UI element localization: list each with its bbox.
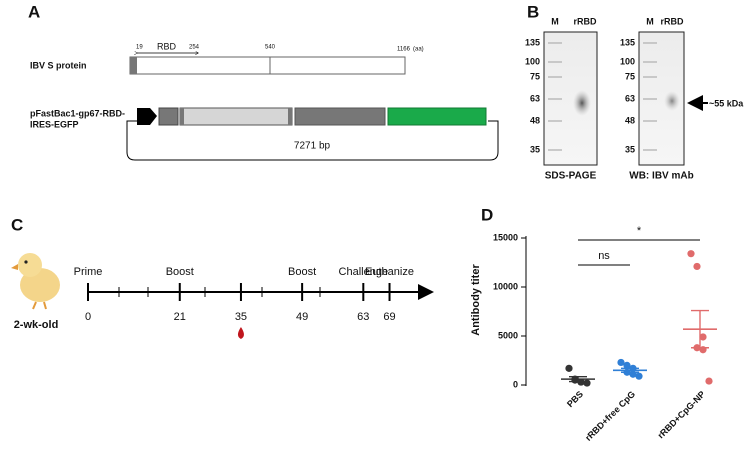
significance-label: * bbox=[637, 225, 642, 237]
gp67-segment bbox=[158, 107, 179, 126]
day-label: 35 bbox=[235, 311, 247, 323]
data-point bbox=[699, 333, 707, 341]
rbd-segment bbox=[179, 107, 293, 126]
marker-label: 48 bbox=[530, 115, 540, 125]
lane-label: rRBD bbox=[660, 16, 684, 26]
panel-label: C bbox=[11, 215, 23, 234]
data-point bbox=[617, 358, 625, 367]
data-point bbox=[583, 379, 591, 387]
plasmid-loop bbox=[126, 120, 499, 161]
vector-size: 7271 bp bbox=[294, 141, 331, 152]
marker-label: 63 bbox=[625, 93, 635, 103]
domain-name: RBD bbox=[157, 41, 177, 51]
data-point bbox=[635, 372, 643, 380]
marker-label: 48 bbox=[625, 115, 635, 125]
marker-label: 35 bbox=[530, 144, 540, 154]
signal-peptide bbox=[130, 57, 137, 74]
y-tick-label: 10000 bbox=[493, 281, 518, 291]
event-label: Prime bbox=[74, 266, 103, 278]
panel-label: D bbox=[481, 205, 493, 224]
promoter bbox=[137, 108, 157, 125]
marker-label: 135 bbox=[620, 37, 635, 47]
event-label: Boost bbox=[166, 266, 194, 278]
minor-ticks bbox=[118, 287, 321, 297]
x-tick-label: PBS bbox=[565, 389, 585, 409]
significance-label: ns bbox=[598, 250, 610, 262]
marker-label: 75 bbox=[625, 71, 635, 81]
y-axis-label: Antibody titer bbox=[470, 264, 482, 336]
marker-label: 63 bbox=[530, 93, 540, 103]
data-point bbox=[693, 262, 701, 271]
position: 254 bbox=[189, 45, 200, 51]
protein-name: IBV S protein bbox=[30, 60, 87, 70]
segment-edge bbox=[288, 108, 292, 125]
x-tick-label: rRBD+CpG-NP bbox=[656, 389, 707, 440]
error-bar bbox=[691, 309, 709, 349]
event-label: Boost bbox=[288, 266, 316, 278]
x-tick-label: rRBD+free CpG bbox=[583, 389, 637, 443]
y-tick-label: 15000 bbox=[493, 232, 518, 242]
y-tick-label: 0 bbox=[513, 379, 518, 389]
vector-name: pFastBac1-gp67-RBD- bbox=[30, 108, 125, 118]
day-label: 21 bbox=[174, 311, 186, 323]
marker-label: 100 bbox=[525, 56, 540, 66]
band-label: ~55 kDa bbox=[709, 98, 744, 108]
data-point bbox=[705, 377, 713, 385]
lane-label: M bbox=[551, 16, 559, 26]
y-tick-label: 5000 bbox=[498, 330, 518, 340]
day-label: 69 bbox=[383, 311, 395, 323]
position: 1166 bbox=[397, 47, 411, 53]
gel-band bbox=[573, 90, 591, 116]
ires-segment bbox=[294, 107, 386, 126]
data-point bbox=[623, 361, 631, 369]
position: 540 bbox=[265, 45, 276, 51]
panel-label: B bbox=[527, 2, 539, 21]
gel-band bbox=[664, 91, 680, 111]
chick-icon bbox=[11, 253, 60, 310]
panel-label: A bbox=[28, 2, 40, 21]
gel-caption: WB: IBV mAb bbox=[629, 171, 693, 182]
age-label: 2-wk-old bbox=[14, 319, 59, 331]
blood-drop bbox=[237, 327, 244, 339]
unit: (aa) bbox=[413, 47, 424, 53]
egfp-segment bbox=[387, 107, 487, 126]
marker-label: 135 bbox=[525, 37, 540, 47]
event-label: Euthanize bbox=[365, 266, 414, 278]
lane-label: rRBD bbox=[573, 16, 597, 26]
error-bar bbox=[569, 375, 587, 383]
data-point bbox=[565, 364, 573, 372]
marker-label: 100 bbox=[620, 56, 635, 66]
vector-name: IRES-EGFP bbox=[30, 119, 79, 129]
marker-label: 35 bbox=[625, 144, 635, 154]
data-point bbox=[687, 250, 695, 258]
lane-label: M bbox=[646, 16, 654, 26]
marker-label: 75 bbox=[530, 71, 540, 81]
segment-edge bbox=[180, 108, 184, 125]
error-bar bbox=[621, 367, 639, 373]
day-label: 0 bbox=[85, 311, 91, 323]
position: 19 bbox=[136, 45, 143, 51]
protein-bar bbox=[129, 56, 406, 75]
day-label: 63 bbox=[357, 311, 369, 323]
day-label: 49 bbox=[296, 311, 308, 323]
event-label: Challenge bbox=[339, 266, 389, 278]
gel-caption: SDS-PAGE bbox=[545, 171, 597, 182]
